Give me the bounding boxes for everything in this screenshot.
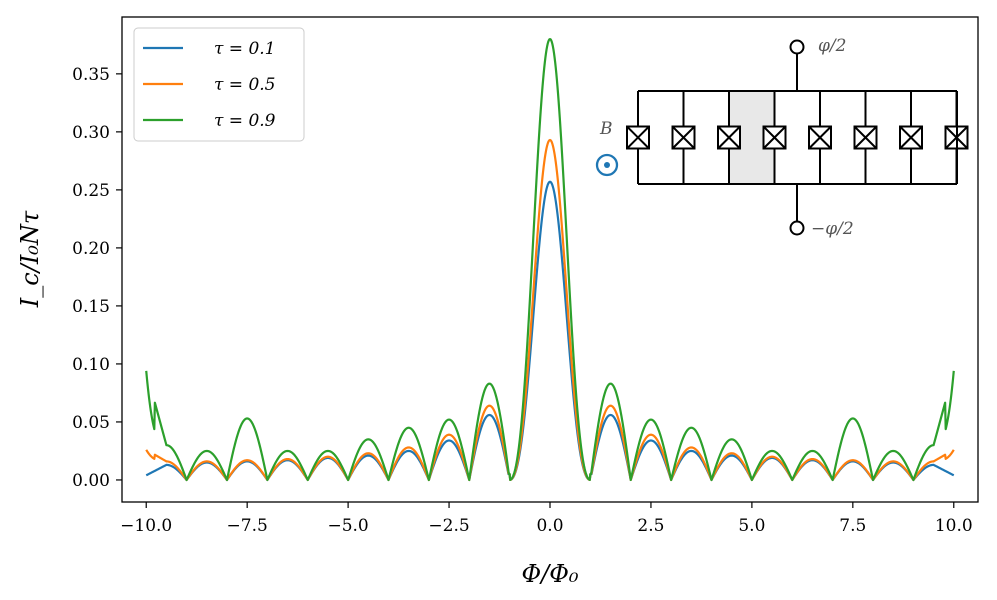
x-tick-label: 5.0: [738, 516, 765, 536]
josephson-junction-icon: [717, 91, 741, 184]
x-tick-label: −7.5: [227, 516, 268, 536]
y-tick-label: 0.15: [72, 297, 110, 317]
y-tick-label: 0.05: [72, 413, 110, 433]
y-tick-label: 0.30: [72, 123, 110, 143]
circuit-inset: φ/2 −φ/2 B: [595, 36, 969, 239]
field-label: B: [599, 119, 613, 139]
field-out-of-page-icon: [595, 153, 619, 177]
ticks-layer: −10.0 −7.5 −5.0 −2.5 0.0 2.5 5.0 7.5 10.0 0.00 0.0…: [72, 65, 973, 536]
x-tick-label: −10.0: [120, 516, 172, 536]
series-line-2: [145, 37, 955, 482]
josephson-junction-icon: [899, 91, 923, 184]
top-terminal: [789, 39, 805, 55]
josephson-junction-icon: [762, 91, 787, 184]
legend-box: [133, 27, 305, 142]
legend-label-2: τ = 0.9: [214, 111, 276, 131]
field-dot: [604, 162, 610, 168]
legend-label-0: τ = 0.1: [214, 39, 276, 59]
x-tick-label: 10.0: [935, 516, 973, 536]
top-terminal-label: φ/2: [818, 36, 846, 56]
y-axis-label: I_c/I₀Nτ: [16, 210, 44, 308]
bottom-terminal-label: −φ/2: [811, 219, 854, 239]
series-line-1: [145, 138, 955, 482]
legend: τ = 0.1 τ = 0.5 τ = 0.9: [133, 27, 305, 142]
series-layer: [145, 37, 955, 482]
y-tick-label: 0.10: [72, 355, 110, 375]
junctions-layer: [626, 91, 969, 184]
josephson-junction-icon: [853, 91, 878, 184]
y-tick-label: 0.00: [72, 471, 110, 491]
x-axis-label: Φ/Φ₀: [521, 560, 578, 588]
x-tick-label: 7.5: [839, 516, 866, 536]
x-tick-label: −2.5: [428, 516, 469, 536]
x-tick-label: 2.5: [637, 516, 664, 536]
y-tick-label: 0.35: [72, 65, 110, 85]
x-tick-label: −5.0: [327, 516, 368, 536]
josephson-junction-icon: [808, 91, 832, 184]
y-tick-label: 0.25: [72, 181, 110, 201]
josephson-junction-icon: [626, 91, 650, 184]
josephson-junction-icon: [671, 91, 696, 184]
x-tick-label: 0.0: [536, 516, 563, 536]
y-tick-label: 0.20: [72, 239, 110, 259]
bottom-terminal: [789, 220, 805, 236]
legend-label-1: τ = 0.5: [214, 75, 276, 95]
